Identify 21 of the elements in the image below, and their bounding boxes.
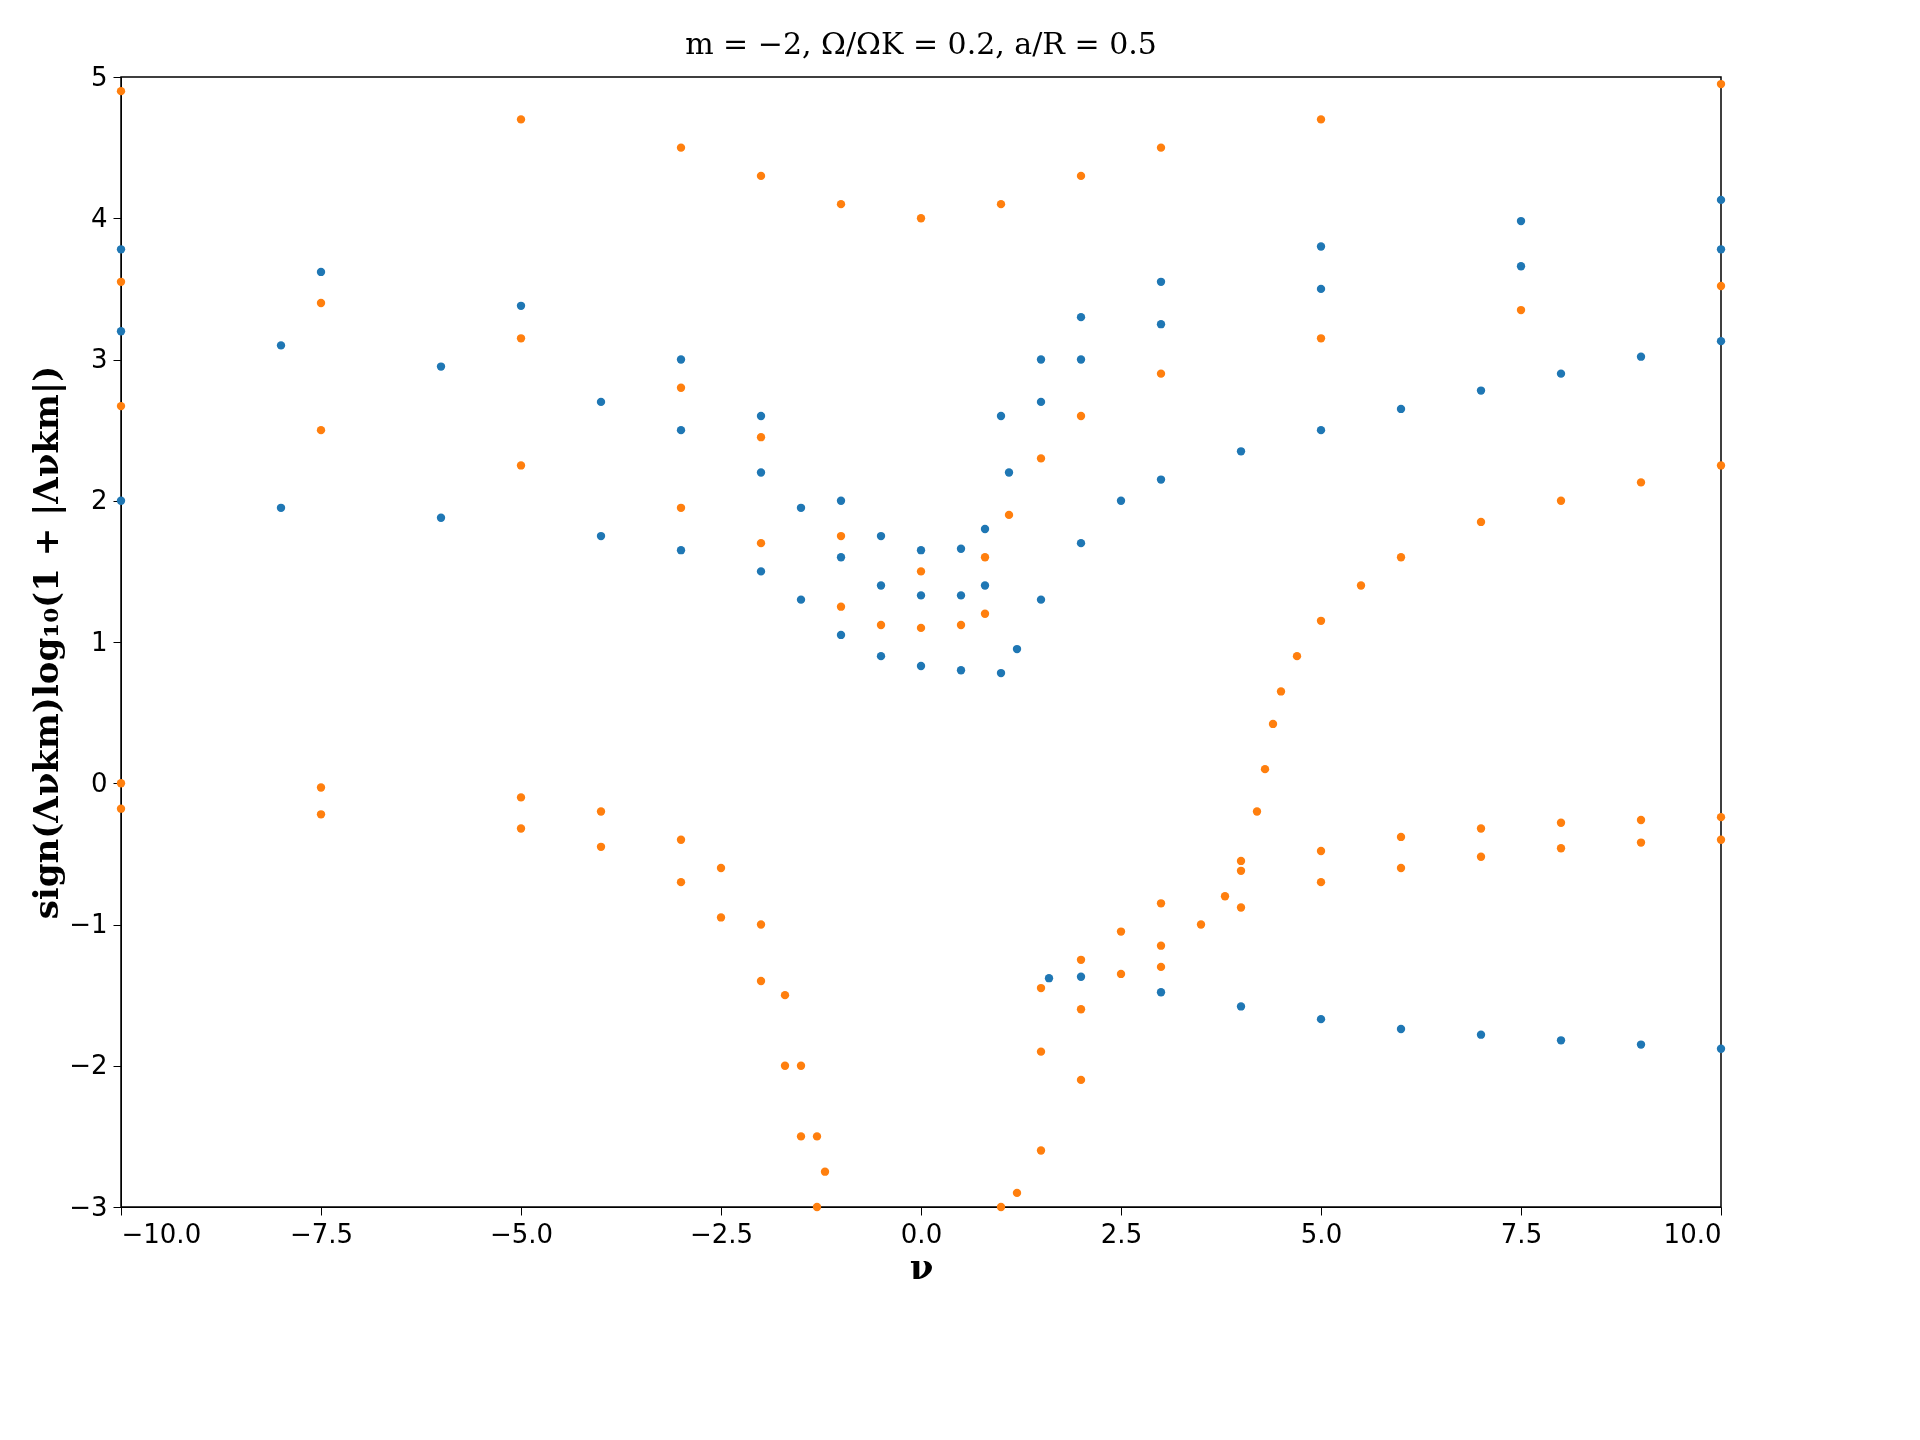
y-tick-label: 2: [90, 485, 108, 516]
x-tick-label: −7.5: [289, 1218, 354, 1249]
y-tick-label: 4: [90, 202, 108, 233]
x-tick-label: 5.0: [1300, 1218, 1343, 1249]
x-tick-label: −5.0: [489, 1218, 554, 1249]
x-tick-label: 7.5: [1500, 1218, 1543, 1249]
x-tick-label: 10.0: [1663, 1218, 1722, 1249]
chart-title: m = −2, Ω/ΩK = 0.2, a/R = 0.5: [685, 26, 1157, 61]
x-tick-label: 2.5: [1100, 1218, 1143, 1249]
y-tick-label: 3: [90, 344, 108, 374]
y-tick-label: 5: [90, 61, 108, 92]
x-tick-label: −10.0: [121, 1218, 202, 1249]
y-axis-title: sign(Λνkm)log₁₀(1 + |Λνkm|): [26, 365, 67, 920]
x-axis-title: ν: [909, 1246, 934, 1287]
y-tick-label: −2: [69, 1050, 108, 1081]
x-tick-label: −2.5: [689, 1218, 754, 1249]
y-tick-label: 0: [90, 767, 108, 798]
x-tick-label: 0.0: [900, 1218, 943, 1249]
y-tick-label: −1: [69, 909, 108, 939]
y-tick-label: −3: [69, 1191, 108, 1222]
y-tick-label: 1: [90, 626, 108, 657]
